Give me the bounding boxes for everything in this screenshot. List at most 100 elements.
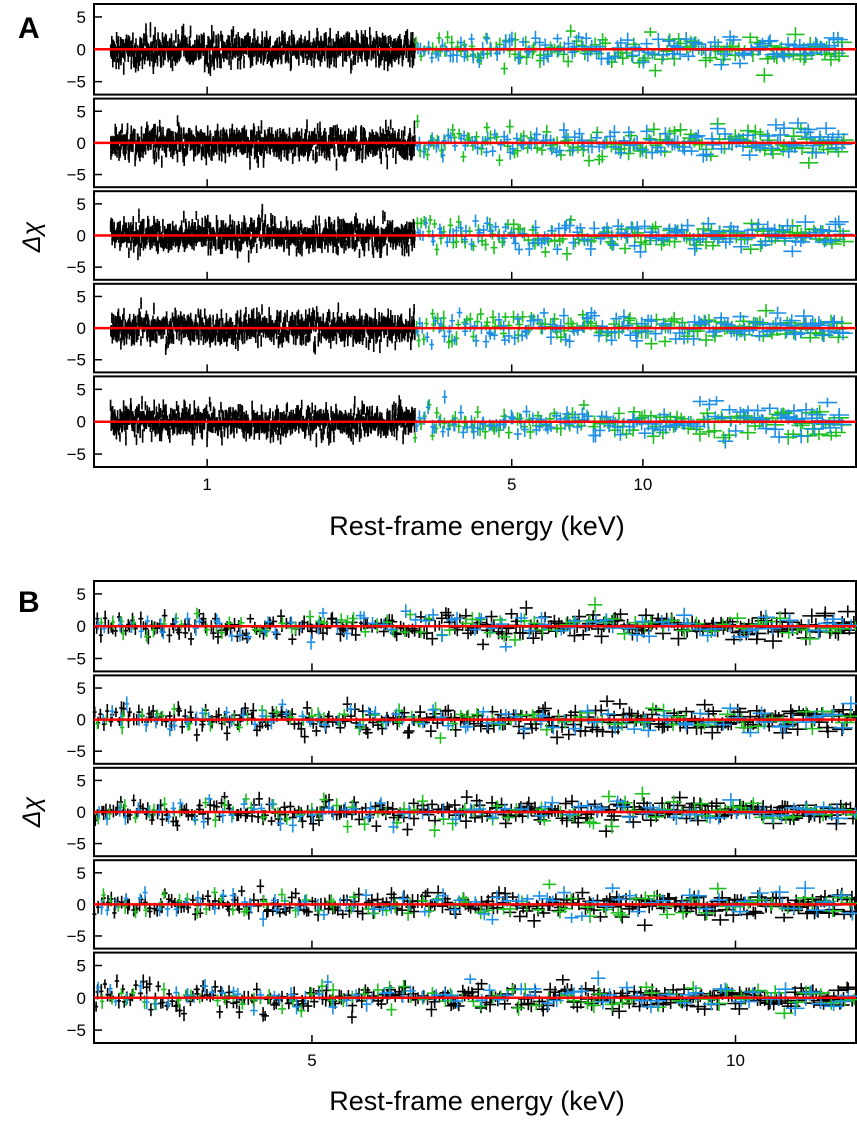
residual-point (358, 248, 361, 258)
residual-point (119, 432, 121, 442)
residual-point (112, 410, 114, 421)
residual-point (243, 55, 245, 69)
residual-point (338, 222, 341, 237)
y-tick-label: −5 (67, 166, 86, 185)
residual-point (355, 125, 357, 137)
residual-point (306, 55, 308, 65)
residual-point (221, 431, 223, 446)
residual-point (170, 130, 173, 143)
residual-point (222, 142, 225, 154)
residual-point (218, 35, 220, 49)
residual-point (372, 246, 375, 258)
residual-point (407, 244, 410, 257)
residual-point (318, 223, 321, 235)
y-tick-label: 5 (77, 585, 86, 604)
residual-point (132, 32, 134, 45)
y-tick-label: 5 (77, 287, 86, 306)
residual-point (309, 430, 312, 441)
residual-point (291, 152, 294, 165)
residual-point (333, 219, 336, 232)
residual-point (263, 148, 266, 159)
y-tick-label: 5 (77, 8, 86, 27)
residual-point (182, 23, 185, 38)
residual-point (414, 134, 416, 147)
residual-point (389, 119, 392, 130)
residual-point (170, 54, 172, 68)
residual-point (319, 54, 322, 67)
residual-point (162, 51, 165, 66)
residual-point (312, 149, 314, 161)
residual-point (224, 149, 227, 164)
residual-point (314, 344, 317, 355)
residual-point (400, 130, 403, 140)
residual-point (360, 429, 362, 439)
residual-point (391, 219, 394, 235)
residual-point (198, 330, 200, 341)
residual-point (371, 405, 373, 416)
residual-point (269, 35, 272, 46)
residual-point (160, 155, 163, 168)
residual-point (258, 428, 261, 440)
residual-point (238, 48, 240, 61)
residual-point (115, 59, 117, 70)
residual-point (333, 146, 336, 158)
residual-point (354, 54, 357, 65)
residual-point (334, 42, 337, 54)
residual-point (228, 50, 230, 66)
residual-point (298, 50, 300, 66)
residual-point (126, 123, 129, 135)
residual-point (271, 214, 274, 225)
residual-point (214, 335, 217, 346)
residual-point (149, 22, 152, 38)
residual-point (236, 57, 239, 70)
residual-point (230, 55, 232, 71)
residual-point (255, 50, 258, 65)
y-tick-label: 0 (77, 227, 86, 246)
residual-point (337, 216, 339, 228)
residual-point (365, 337, 368, 348)
residual-point (255, 243, 258, 254)
y-tick-label: −5 (67, 258, 86, 277)
residual-point (363, 403, 365, 415)
residual-point (259, 221, 262, 231)
residual-point (225, 313, 228, 328)
residual-point (308, 425, 310, 436)
residual-point (144, 401, 147, 411)
residual-point (409, 55, 411, 68)
residual-point (373, 215, 375, 227)
residual-point (155, 333, 158, 344)
residual-point (286, 402, 289, 413)
residual-point (191, 430, 194, 446)
residual-point (239, 38, 241, 54)
residual-point (220, 53, 222, 69)
residual-point (316, 151, 318, 163)
residual-point (189, 331, 192, 346)
residual-point (328, 57, 331, 69)
residual-point (306, 119, 308, 133)
residual-point (343, 148, 345, 162)
residual-point (280, 48, 283, 64)
x-tick-label: 5 (507, 475, 516, 494)
residual-point (411, 31, 414, 48)
residual-point (374, 146, 376, 157)
residual-point (152, 34, 155, 45)
residual-point (249, 36, 251, 46)
residual-point (283, 240, 286, 250)
residual-point (186, 37, 188, 47)
residual-point (342, 51, 344, 67)
residual-point (308, 328, 311, 342)
residual-point (311, 402, 313, 414)
residual-point (335, 333, 338, 345)
residual-point (133, 329, 136, 343)
residual-point (361, 315, 363, 327)
residual-point (376, 240, 379, 253)
residual-point (282, 426, 285, 437)
residual-point (348, 235, 351, 248)
residual-point (344, 131, 346, 143)
residual-point (119, 220, 121, 233)
residual-point (165, 335, 168, 350)
residual-point (253, 126, 256, 138)
residual-point (261, 203, 264, 216)
